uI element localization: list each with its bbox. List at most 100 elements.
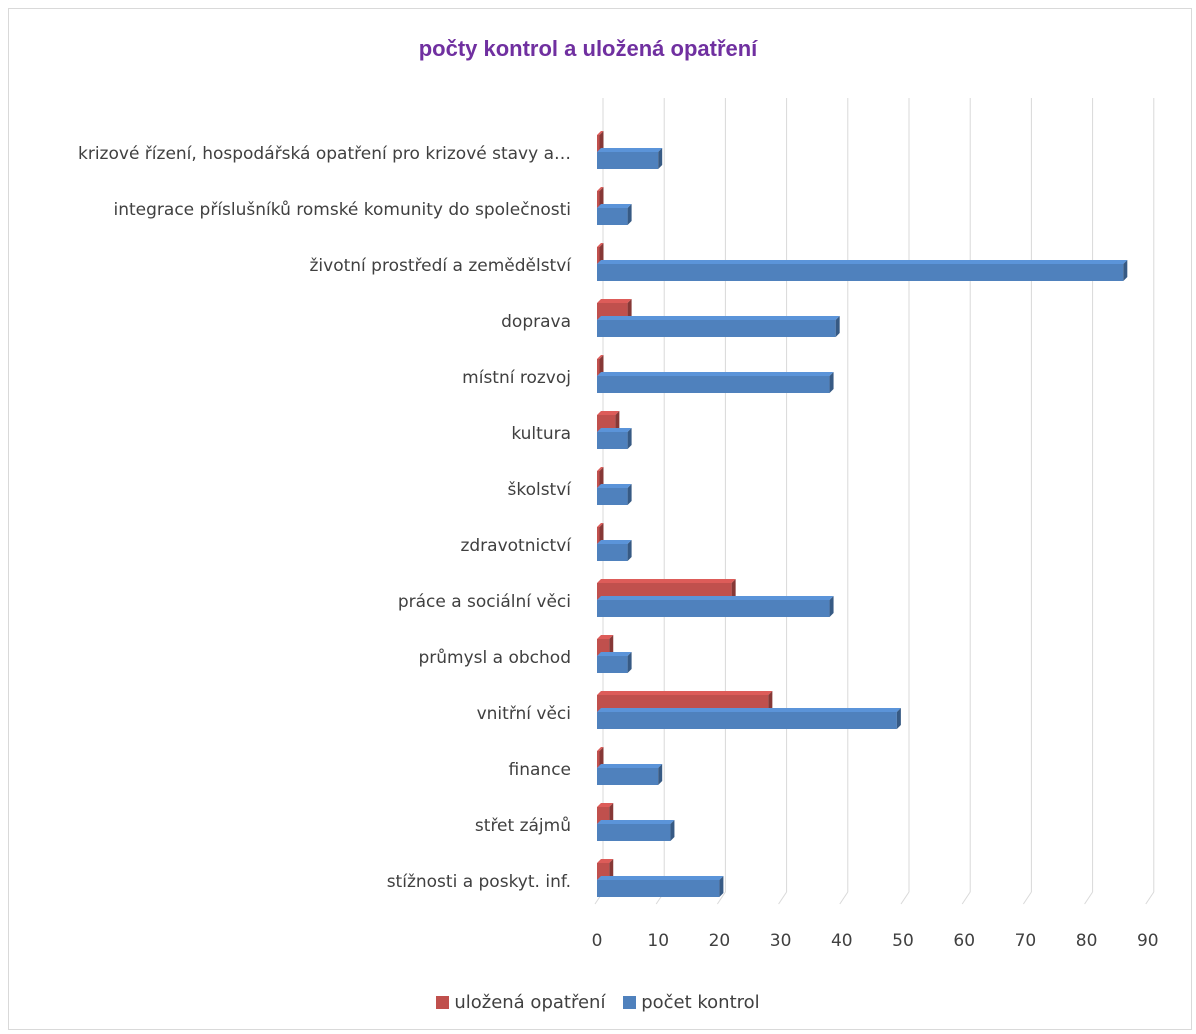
bar-ulozena-opatreni xyxy=(597,859,614,880)
gridline-floor xyxy=(778,891,788,905)
bar-side-face xyxy=(835,316,840,337)
bars-layer xyxy=(597,131,1128,897)
bar-top-face xyxy=(597,260,1128,264)
bar-front-face xyxy=(597,471,600,488)
bar-front-face xyxy=(597,544,628,561)
bar-top-face xyxy=(597,596,834,600)
bar-top-face xyxy=(597,148,663,152)
bar-front-face xyxy=(597,768,659,785)
bar-side-face xyxy=(731,579,736,600)
x-tick-label: 30 xyxy=(770,931,792,951)
bar-top-face xyxy=(597,204,632,208)
bar-top-face xyxy=(597,691,773,695)
bar-side-face xyxy=(719,876,724,897)
bar-top-face xyxy=(597,467,604,471)
bar-ulozena-opatreni xyxy=(597,131,604,152)
bar-side-face xyxy=(627,299,632,320)
bar-side-face xyxy=(658,764,663,785)
bar-side-face xyxy=(627,652,632,673)
bar-pocet-kontrol xyxy=(597,820,675,841)
category-labels: krizové řízení, hospodářská opatření pro… xyxy=(78,144,572,892)
bar-side-face xyxy=(627,204,632,225)
x-tick-label: 60 xyxy=(953,931,975,951)
bar-top-face xyxy=(597,708,901,712)
bar-side-face xyxy=(609,635,614,656)
bar-front-face xyxy=(597,695,769,712)
bar-top-face xyxy=(597,579,736,583)
bar-pocet-kontrol xyxy=(597,764,663,785)
bar-front-face xyxy=(597,320,836,337)
bar-top-face xyxy=(597,859,614,863)
bar-pocet-kontrol xyxy=(597,204,632,225)
x-tick-label: 90 xyxy=(1137,931,1159,951)
bar-front-face xyxy=(597,639,610,656)
legend-item-pocet-kontrol: počet kontrol xyxy=(623,992,760,1013)
category-label: průmysl a obchod xyxy=(419,648,572,668)
bar-top-face xyxy=(597,747,604,751)
bar-ulozena-opatreni xyxy=(597,355,604,376)
x-tick-label: 20 xyxy=(709,931,731,951)
bar-ulozena-opatreni xyxy=(597,467,604,488)
bar-side-face xyxy=(896,708,901,729)
bar-pocet-kontrol xyxy=(597,260,1128,281)
bar-side-face xyxy=(599,243,604,264)
bar-side-face xyxy=(1123,260,1128,281)
bar-side-face xyxy=(670,820,675,841)
gridline-floor xyxy=(900,891,910,905)
bar-pocet-kontrol xyxy=(597,428,632,449)
x-tick-label: 10 xyxy=(647,931,669,951)
bar-side-face xyxy=(829,372,834,393)
bar-side-face xyxy=(627,540,632,561)
bar-pocet-kontrol xyxy=(597,876,724,897)
bar-side-face xyxy=(599,355,604,376)
bar-front-face xyxy=(597,415,616,432)
bar-front-face xyxy=(597,303,628,320)
bar-top-face xyxy=(597,131,604,135)
bar-pocet-kontrol xyxy=(597,316,840,337)
category-label: finance xyxy=(509,760,571,780)
bar-ulozena-opatreni xyxy=(597,411,620,432)
bar-side-face xyxy=(829,596,834,617)
bar-front-face xyxy=(597,488,628,505)
x-tick-label: 80 xyxy=(1076,931,1098,951)
bar-side-face xyxy=(609,803,614,824)
bar-top-face xyxy=(597,355,604,359)
bar-side-face xyxy=(599,131,604,152)
legend-swatch-ulozena-opatreni xyxy=(436,996,450,1009)
category-label: vnitřní věci xyxy=(477,704,571,724)
bar-top-face xyxy=(597,428,632,432)
bar-side-face xyxy=(609,859,614,880)
gridline-floor xyxy=(716,891,726,905)
bar-side-face xyxy=(627,428,632,449)
bar-ulozena-opatreni xyxy=(597,523,604,544)
bar-front-face xyxy=(597,247,600,264)
legend-label-pocet-kontrol: počet kontrol xyxy=(641,992,760,1013)
bar-front-face xyxy=(597,152,659,169)
category-label: doprava xyxy=(501,312,571,332)
bar-front-face xyxy=(597,376,830,393)
bar-front-face xyxy=(597,712,897,729)
bar-top-face xyxy=(597,411,620,415)
grid-layer xyxy=(594,98,1155,905)
bar-front-face xyxy=(597,880,720,897)
bar-side-face xyxy=(599,747,604,768)
bar-top-face xyxy=(597,652,632,656)
x-tick-label: 0 xyxy=(592,931,603,951)
bar-top-face xyxy=(597,803,614,807)
bar-side-face xyxy=(658,148,663,169)
legend-swatch-pocet-kontrol xyxy=(623,996,637,1009)
bar-top-face xyxy=(597,372,834,376)
legend: uložená opatření počet kontrol xyxy=(0,992,1196,1014)
bar-front-face xyxy=(597,359,600,376)
category-label: místní rozvoj xyxy=(462,368,571,388)
bar-pocet-kontrol xyxy=(597,652,632,673)
bar-pocet-kontrol xyxy=(597,596,834,617)
bar-front-face xyxy=(597,208,628,225)
bar-ulozena-opatreni xyxy=(597,747,604,768)
bar-front-face xyxy=(597,807,610,824)
bar-front-face xyxy=(597,600,830,617)
bar-side-face xyxy=(599,467,604,488)
category-label: krizové řízení, hospodářská opatření pro… xyxy=(78,144,571,164)
category-label: školství xyxy=(507,480,572,500)
bar-side-face xyxy=(615,411,620,432)
